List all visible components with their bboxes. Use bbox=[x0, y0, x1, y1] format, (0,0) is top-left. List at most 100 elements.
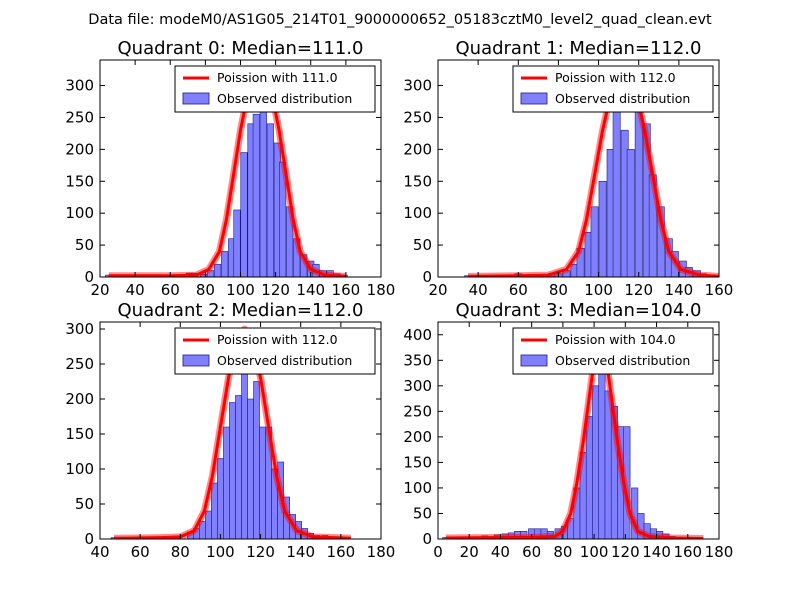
legend-line-label: Poission with 112.0 bbox=[555, 70, 676, 85]
y-tick-label: 200 bbox=[65, 140, 94, 158]
quadrant-title: Quadrant 3: Median=104.0 bbox=[456, 300, 702, 321]
quadrant-1-chart: 20 40 60 80 100 120 140 160 0 50 100 150 200 250 300 Qu… bbox=[403, 38, 733, 299]
histogram-bar bbox=[259, 426, 266, 539]
legend-bar-label: Observed distribution bbox=[555, 91, 690, 106]
y-tick-label: 50 bbox=[75, 495, 94, 513]
y-tick-label: 0 bbox=[84, 268, 94, 286]
x-tick-label: 140 bbox=[665, 281, 694, 299]
x-tick-label: 120 bbox=[261, 281, 290, 299]
histogram-bar bbox=[233, 209, 241, 277]
quadrant-0-chart: 20 40 60 80 100 120 140 160 180 0 50 100 150 200 250 30… bbox=[65, 38, 395, 299]
legend-line-label: Poission with 112.0 bbox=[217, 332, 338, 347]
y-tick-label: 200 bbox=[65, 390, 94, 408]
legend-line-label: Poission with 111.0 bbox=[217, 70, 338, 85]
quadrant-title: Quadrant 2: Median=112.0 bbox=[118, 300, 364, 321]
y-tick-label: 100 bbox=[403, 479, 432, 497]
histogram-bar bbox=[252, 113, 260, 277]
histogram-bar bbox=[223, 426, 230, 539]
y-tick-label: 300 bbox=[65, 320, 94, 338]
y-tick-label: 350 bbox=[403, 351, 432, 369]
histogram-bar bbox=[279, 161, 287, 277]
x-tick-label: 140 bbox=[286, 543, 315, 561]
y-tick-label: 200 bbox=[403, 428, 432, 446]
legend-bar-label: Observed distribution bbox=[555, 353, 690, 368]
x-tick-label: 60 bbox=[522, 543, 541, 561]
legend-bar-swatch bbox=[182, 92, 210, 105]
histogram-bar bbox=[240, 152, 248, 277]
quadrant-3-chart: 0 20 40 60 80 100 120 140 160 1800501001502002503… bbox=[403, 300, 733, 561]
histogram-bar bbox=[626, 149, 635, 277]
legend-bar-swatch bbox=[520, 354, 548, 367]
x-tick-label: 0 bbox=[433, 543, 443, 561]
x-tick-label: 160 bbox=[327, 543, 356, 561]
x-tick-label: 120 bbox=[246, 543, 275, 561]
y-tick-label: 150 bbox=[65, 172, 94, 190]
y-tick-label: 300 bbox=[403, 77, 432, 95]
y-tick-label: 400 bbox=[403, 326, 432, 344]
x-tick-label: 140 bbox=[642, 543, 671, 561]
legend: Poission with 112.0 Observed distribution bbox=[512, 65, 714, 113]
y-tick-label: 150 bbox=[403, 453, 432, 471]
histogram-bar bbox=[229, 402, 236, 539]
x-tick-label: 20 bbox=[90, 281, 109, 299]
axes-frame bbox=[437, 321, 720, 540]
x-tick-label: 20 bbox=[460, 543, 479, 561]
histogram-bar bbox=[612, 97, 621, 277]
histogram-bar bbox=[253, 381, 260, 539]
figure-title: Data file: modeM0/AS1G05_214T01_90000006… bbox=[88, 12, 712, 28]
y-tick-label: 200 bbox=[403, 140, 432, 158]
x-tick-label: 100 bbox=[206, 543, 235, 561]
axes-frame bbox=[437, 59, 720, 278]
x-tick-label: 180 bbox=[367, 281, 396, 299]
x-tick-label: 80 bbox=[553, 543, 572, 561]
x-tick-label: 100 bbox=[584, 281, 613, 299]
y-tick-label: 100 bbox=[65, 204, 94, 222]
x-tick-label: 180 bbox=[705, 543, 734, 561]
quadrant-title: Quadrant 1: Median=112.0 bbox=[456, 38, 702, 59]
legend-line-label: Poission with 104.0 bbox=[555, 332, 676, 347]
y-tick-label: 0 bbox=[422, 530, 432, 548]
y-tick-label: 150 bbox=[403, 172, 432, 190]
x-tick-label: 160 bbox=[332, 281, 361, 299]
x-tick-label: 160 bbox=[705, 281, 734, 299]
y-tick-label: 300 bbox=[65, 77, 94, 95]
y-tick-label: 250 bbox=[65, 108, 94, 126]
legend: Poission with 104.0 Observed distribution bbox=[512, 327, 714, 375]
y-tick-label: 150 bbox=[65, 425, 94, 443]
y-tick-label: 0 bbox=[422, 268, 432, 286]
legend-bar-label: Observed distribution bbox=[217, 353, 352, 368]
x-tick-label: 80 bbox=[196, 281, 215, 299]
y-tick-label: 250 bbox=[403, 402, 432, 420]
y-tick-label: 50 bbox=[75, 236, 94, 254]
legend: Poission with 112.0 Observed distribution bbox=[174, 327, 376, 375]
x-tick-label: 40 bbox=[469, 281, 488, 299]
quadrant-title: Quadrant 0: Median=111.0 bbox=[118, 38, 364, 59]
quadrant-2-chart: 40 60 80 100 120 140 160 180 0 50 100 150 200 250 300 Q… bbox=[65, 300, 395, 561]
y-tick-label: 50 bbox=[413, 504, 432, 522]
y-tick-label: 0 bbox=[84, 530, 94, 548]
x-tick-label: 100 bbox=[226, 281, 255, 299]
y-tick-label: 250 bbox=[65, 355, 94, 373]
y-tick-label: 250 bbox=[403, 108, 432, 126]
x-tick-label: 160 bbox=[673, 543, 702, 561]
histogram-bar bbox=[205, 510, 212, 539]
legend-bar-swatch bbox=[182, 354, 210, 367]
histogram-bar bbox=[235, 395, 242, 539]
histogram-bar bbox=[598, 180, 607, 277]
histogram-bar bbox=[214, 263, 222, 277]
legend-bar-swatch bbox=[520, 92, 548, 105]
axes-frame bbox=[99, 321, 382, 540]
legend-bar-label: Observed distribution bbox=[217, 91, 352, 106]
x-tick-label: 40 bbox=[90, 543, 109, 561]
x-tick-label: 60 bbox=[161, 281, 180, 299]
legend-box bbox=[512, 65, 714, 113]
y-tick-label: 100 bbox=[403, 204, 432, 222]
histogram-bar bbox=[221, 251, 229, 277]
x-tick-label: 80 bbox=[549, 281, 568, 299]
y-tick-label: 100 bbox=[65, 460, 94, 478]
x-tick-label: 180 bbox=[367, 543, 396, 561]
x-tick-label: 140 bbox=[296, 281, 325, 299]
x-tick-label: 80 bbox=[171, 543, 190, 561]
histogram-bar bbox=[590, 206, 599, 277]
